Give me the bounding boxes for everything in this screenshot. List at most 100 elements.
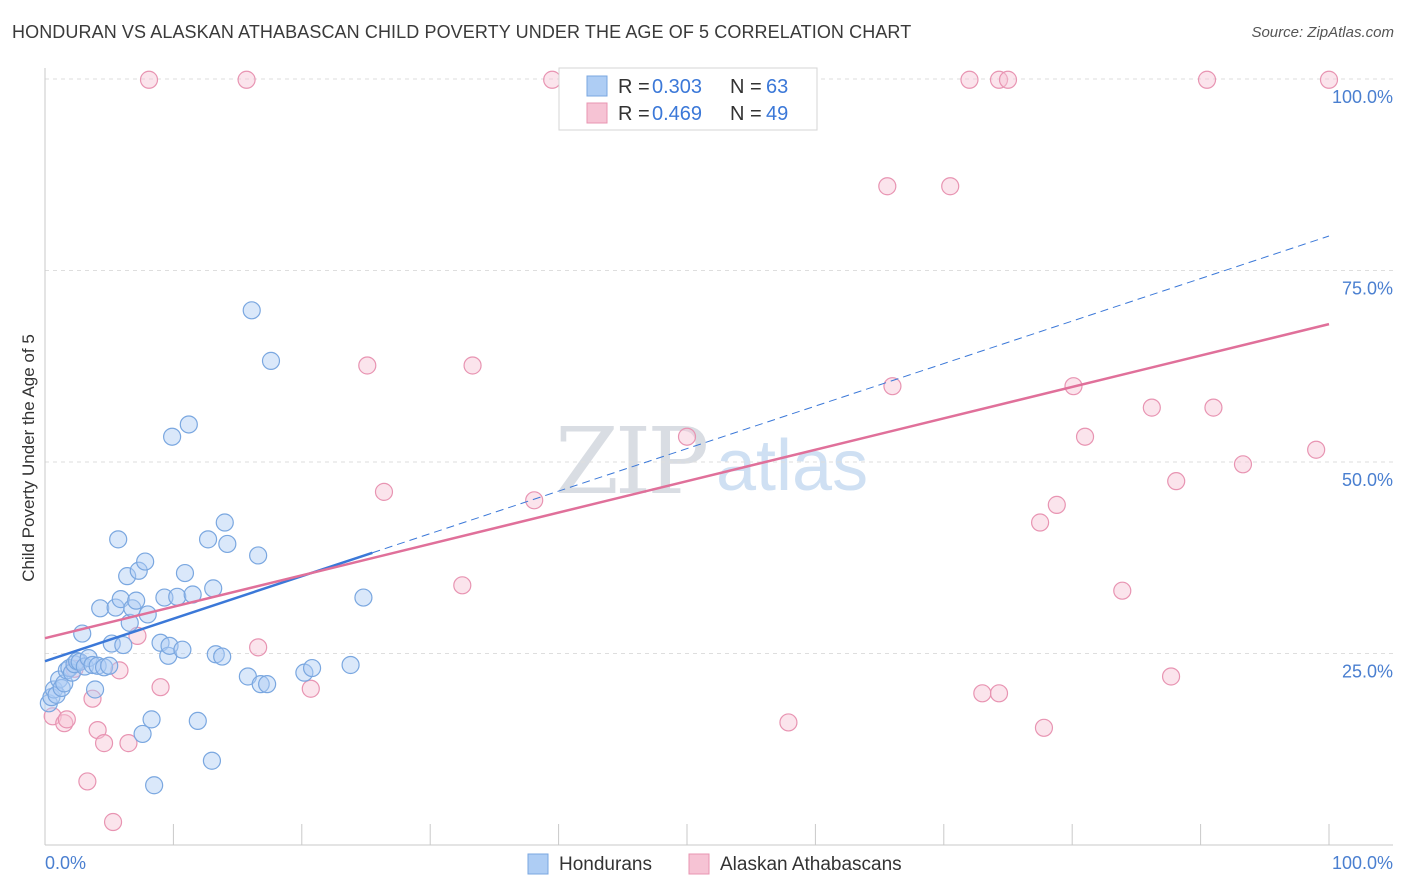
y-tick-label-50: 50.0% [1342,470,1393,490]
watermark-atlas: atlas [716,426,868,506]
y-tick-labels: 25.0% 50.0% 75.0% 100.0% [1332,87,1393,682]
alaskan-point-34 [1034,718,1054,737]
alaskan-point-21 [525,491,544,510]
bottom-legend-label-hondurans: Hondurans [559,854,652,875]
honduran-point-26 [114,635,133,655]
honduran-point-53 [215,513,234,532]
alaskan-point-28 [960,70,979,89]
honduran-point-43 [173,640,192,659]
legend-r-label-alaskan: R = [618,103,650,125]
bottom-legend-label-alaskan: Alaskan Athabascans [720,854,902,875]
alaskan-point-30 [989,684,1009,703]
legend-n-label-alaskan: N = [730,103,762,125]
alaskan-point-25 [878,177,897,196]
alaskan-point-37 [1075,427,1095,446]
honduran-point-60 [261,351,281,370]
legend-r-value-alaskan: 0.469 [652,103,702,125]
x-tick-label-max: 100.0% [1332,853,1393,873]
alaskan-point-29 [973,684,992,703]
hondurans-trend-dashed [372,235,1330,554]
alaskan-point-4 [78,772,97,791]
x-axis-ticks [172,824,1330,845]
honduran-point-36 [145,776,164,795]
alaskan-point-9 [110,661,129,680]
hondurans-series [39,301,373,795]
alaskan-point-27 [941,177,960,196]
honduran-point-44 [175,563,195,583]
alaskan-point-33 [1030,513,1050,532]
honduran-point-27 [118,567,137,586]
honduran-point-33 [136,552,155,571]
honduran-point-49 [202,751,222,770]
alaskan-point-41 [1167,472,1186,491]
chart-title: HONDURAN VS ALASKAN ATHABASCAN CHILD POV… [12,22,912,42]
honduran-point-45 [179,415,198,434]
alaskan-point-24 [779,713,798,732]
alaskan-trend-line [44,322,1330,640]
honduran-point-58 [251,675,270,694]
alaskan-point-35 [1047,495,1066,514]
alaskan-point-32 [998,70,1018,89]
honduran-point-42 [168,587,187,606]
alaskan-point-15 [249,638,268,657]
alaskan-point-38 [1113,581,1132,600]
grid-lines [45,78,1393,654]
y-tick-label-100: 100.0% [1332,87,1393,107]
honduran-point-32 [133,724,152,744]
series-legend: Hondurans Alaskan Athabascans [527,853,902,875]
legend-r-value-hondurans: 0.303 [652,76,702,98]
alaskan-point-7 [94,734,114,753]
alaskan-point-39 [1142,398,1161,417]
alaskan-point-22 [543,70,562,89]
legend-n-value-hondurans: 63 [766,76,788,98]
bottom-legend-swatch-hondurans [527,853,549,875]
honduran-point-38 [155,588,174,607]
correlation-legend: R = 0.303 N = 63 R = 0.469 N = 49 [558,67,818,131]
honduran-point-48 [198,530,218,549]
alaskan-point-13 [151,678,170,697]
alaskan-point-46 [1319,70,1339,89]
honduran-point-35 [142,710,161,729]
alaskan-point-2 [57,710,76,729]
honduran-point-64 [354,588,373,607]
legend-n-label-hondurans: N = [730,76,762,98]
y-tick-label-25: 25.0% [1342,662,1393,682]
honduran-point-21 [100,656,119,675]
alaskan-point-14 [237,70,256,89]
legend-r-label-hondurans: R = [618,76,650,98]
alaskan-point-17 [358,356,377,375]
alaskan-point-23 [677,427,697,446]
alaskan-point-19 [453,576,472,595]
y-axis-title: Child Poverty Under the Age of 5 [19,334,38,582]
y-tick-label-75: 75.0% [1342,279,1393,299]
honduran-point-52 [213,647,232,666]
alaskan-point-44 [1233,455,1253,474]
honduran-point-24 [109,530,128,549]
legend-swatch-alaskan [586,102,608,124]
trend-lines [44,235,1330,663]
legend-n-value-alaskan: 49 [766,103,788,125]
honduran-point-56 [242,301,261,320]
alaskan-point-42 [1197,70,1217,89]
bottom-legend-swatch-alaskan [688,853,710,875]
alaskan-point-10 [119,734,138,753]
alaskan-point-40 [1161,667,1181,686]
alaskan-point-20 [463,356,482,375]
alaskan-point-18 [374,482,394,501]
honduran-point-14 [75,657,94,676]
x-tick-label-min: 0.0% [45,853,86,873]
source-label: Source: ZipAtlas.com [1251,24,1394,41]
honduran-point-57 [249,546,268,565]
alaskan-point-12 [139,70,159,89]
honduran-point-63 [341,655,360,675]
alaskan-point-8 [103,812,123,832]
alaskan-point-45 [1307,440,1326,459]
alaskan-point-16 [301,679,320,698]
honduran-point-17 [85,680,105,699]
alaskan-point-26 [883,377,902,396]
honduran-point-47 [188,711,207,731]
honduran-point-41 [163,427,182,446]
honduran-point-19 [91,599,110,618]
legend-swatch-hondurans [586,75,608,97]
honduran-point-54 [218,534,237,554]
